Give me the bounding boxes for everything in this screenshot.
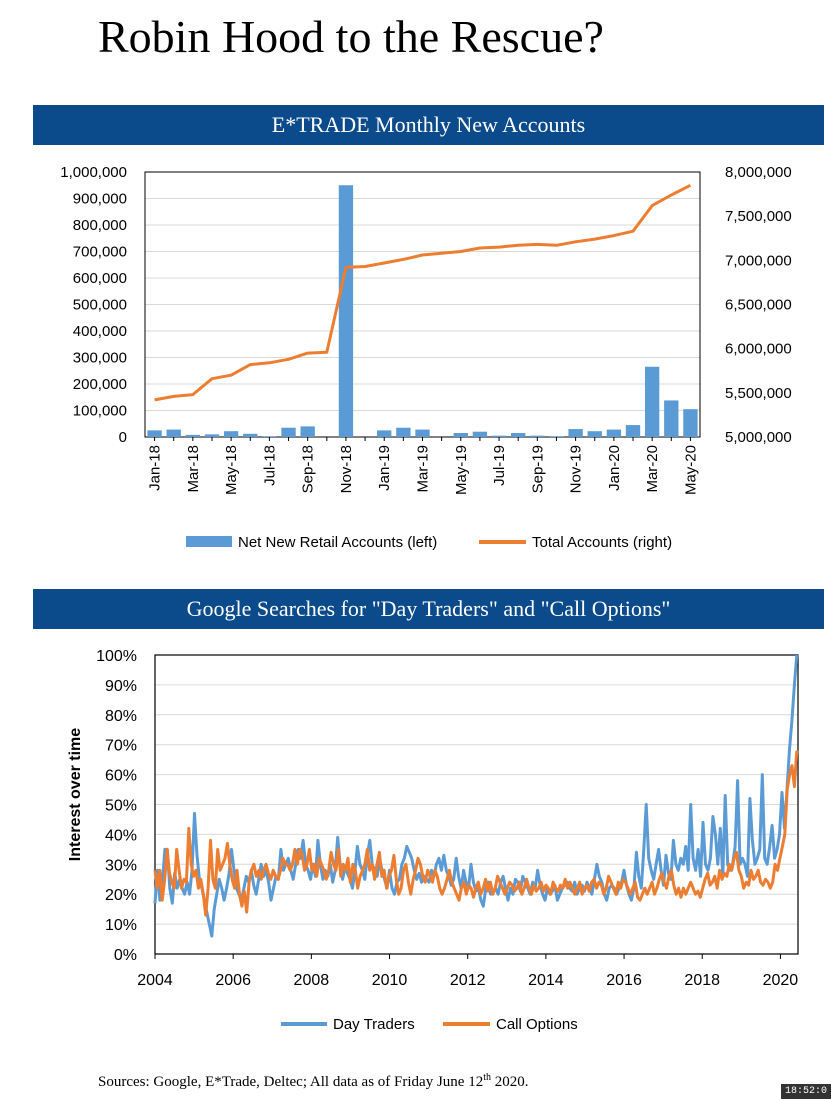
bar-net-new-accounts bbox=[644, 366, 660, 437]
y-axis-tick-label: 60% bbox=[105, 768, 137, 785]
line-total-accounts bbox=[154, 183, 692, 402]
x-axis-tick-label: Mar-20 bbox=[644, 445, 661, 493]
bar-net-new-accounts bbox=[415, 429, 430, 437]
legend-swatch-net-new bbox=[186, 536, 232, 547]
y-axis-tick-label: 40% bbox=[105, 827, 137, 844]
left-axis-tick-label: 700,000 bbox=[73, 244, 127, 261]
bar-net-new-accounts bbox=[147, 430, 162, 437]
x-axis-tick-label: 2018 bbox=[684, 972, 720, 989]
bar-net-new-accounts bbox=[568, 429, 583, 437]
bar-net-new-accounts bbox=[185, 434, 201, 437]
x-axis-tick-label: Nov-19 bbox=[568, 445, 585, 493]
bar-net-new-accounts bbox=[587, 431, 602, 437]
y-axis-tick-label: 50% bbox=[105, 798, 137, 815]
x-axis-tick-label: 2006 bbox=[215, 972, 251, 989]
y-axis-tick-label: 100% bbox=[96, 648, 137, 665]
y-axis-tick-label: 70% bbox=[105, 738, 137, 755]
bar-net-new-accounts bbox=[262, 436, 277, 437]
etrade-accounts-chart: 0 100,000 200,000 300,000 400,000 500,000 600,… bbox=[60, 164, 792, 551]
x-axis-tick-label: 2020 bbox=[763, 972, 799, 989]
left-axis-tick-label: 400,000 bbox=[73, 323, 127, 340]
bar-net-new-accounts bbox=[683, 409, 698, 437]
left-axis-tick-label: 1,000,000 bbox=[60, 164, 127, 181]
bar-net-new-accounts bbox=[606, 429, 622, 437]
left-axis-tick-label: 800,000 bbox=[73, 217, 127, 234]
bar-net-new-accounts bbox=[472, 431, 488, 437]
right-axis-tick-label: 7,000,000 bbox=[725, 252, 792, 269]
bar-net-new-accounts bbox=[243, 433, 258, 437]
left-axis-tick-label: 900,000 bbox=[73, 191, 127, 208]
x-axis-tick-label: Jan-19 bbox=[376, 445, 393, 491]
y-axis-tick-label: 10% bbox=[105, 917, 137, 934]
right-axis-tick-label: 7,500,000 bbox=[725, 208, 792, 225]
etrade-chart-banner: E*TRADE Monthly New Accounts bbox=[33, 105, 824, 145]
bar-net-new-accounts bbox=[396, 427, 411, 437]
google-searches-chart: 0% 10% 20% 30% 40% 50% 60% 70% 80% 90% 100% 2004 200… bbox=[67, 648, 799, 1033]
y-axis-tick-label: 20% bbox=[105, 887, 137, 904]
bar-net-new-accounts bbox=[664, 400, 679, 437]
legend-label-net-new: Net New Retail Accounts (left) bbox=[238, 534, 437, 551]
x-axis-tick-label: Nov-18 bbox=[338, 445, 355, 493]
x-axis-tick-label: Sep-18 bbox=[300, 445, 317, 493]
bar-net-new-accounts bbox=[204, 434, 220, 437]
x-axis-tick-label: 2016 bbox=[606, 972, 642, 989]
x-axis-tick-label: Jan-20 bbox=[606, 445, 623, 491]
bar-net-new-accounts bbox=[530, 435, 545, 437]
x-axis-tick-label: Mar-18 bbox=[185, 445, 202, 493]
bar-net-new-accounts bbox=[166, 429, 181, 437]
x-axis-tick-label: Jul-18 bbox=[261, 445, 278, 486]
x-axis-tick-label: Sep-19 bbox=[529, 445, 546, 493]
bar-net-new-accounts bbox=[511, 433, 526, 437]
bar-net-new-accounts bbox=[453, 433, 468, 437]
left-axis-tick-label: 300,000 bbox=[73, 350, 127, 367]
bar-net-new-accounts bbox=[338, 185, 354, 437]
left-axis-tick-label: 200,000 bbox=[73, 376, 127, 393]
x-axis-tick-label: Jan-18 bbox=[147, 445, 164, 491]
sources-suffix: 2020. bbox=[490, 1074, 529, 1090]
right-axis-tick-label: 6,500,000 bbox=[725, 297, 792, 314]
y-axis-tick-label: 90% bbox=[105, 678, 137, 695]
sources-note: Sources: Google, E*Trade, Deltec; All da… bbox=[98, 1072, 528, 1091]
bar-net-new-accounts bbox=[223, 431, 239, 437]
y-axis-label: Interest over time bbox=[67, 728, 84, 861]
plot-area-border bbox=[154, 654, 799, 955]
bar-net-new-accounts bbox=[491, 435, 507, 437]
clock-badge: 18:52:0 bbox=[780, 1084, 831, 1099]
right-axis-tick-label: 5,500,000 bbox=[725, 385, 792, 402]
legend-label-total: Total Accounts (right) bbox=[532, 534, 672, 551]
right-axis-tick-label: 8,000,000 bbox=[725, 164, 792, 181]
x-axis-tick-label: 2012 bbox=[450, 972, 486, 989]
google-chart-banner: Google Searches for "Day Traders" and "C… bbox=[33, 589, 824, 629]
sources-text: Sources: Google, E*Trade, Deltec; All da… bbox=[98, 1074, 484, 1090]
x-axis-tick-label: 2010 bbox=[372, 972, 408, 989]
x-axis-tick-label: May-18 bbox=[223, 445, 240, 495]
bar-net-new-accounts bbox=[377, 430, 392, 437]
bar-net-new-accounts bbox=[625, 425, 641, 437]
x-axis-tick-label: 2014 bbox=[528, 972, 564, 989]
page-title: Robin Hood to the Rescue? bbox=[98, 11, 604, 62]
right-axis-tick-label: 6,000,000 bbox=[725, 341, 792, 358]
y-axis-tick-label: 80% bbox=[105, 708, 137, 725]
y-axis-tick-label: 30% bbox=[105, 857, 137, 874]
bar-net-new-accounts bbox=[549, 436, 564, 437]
x-axis-tick-label: Mar-19 bbox=[415, 445, 432, 493]
y-axis-tick-label: 0% bbox=[114, 947, 137, 964]
x-axis-tick-label: 2004 bbox=[137, 972, 173, 989]
x-axis-tick-label: Jul-19 bbox=[491, 445, 508, 486]
legend-label-day-traders: Day Traders bbox=[333, 1016, 415, 1033]
x-axis-tick-label: 2008 bbox=[294, 972, 330, 989]
left-axis-tick-label: 0 bbox=[119, 429, 127, 446]
right-axis-tick-label: 5,000,000 bbox=[725, 429, 792, 446]
x-axis-tick-label: May-19 bbox=[453, 445, 470, 495]
legend-label-call-options: Call Options bbox=[496, 1016, 578, 1033]
x-axis-tick-label: May-20 bbox=[682, 445, 699, 495]
bar-net-new-accounts bbox=[281, 427, 296, 437]
left-axis-tick-label: 600,000 bbox=[73, 270, 127, 287]
line-call-options bbox=[153, 750, 799, 917]
bar-net-new-accounts bbox=[300, 426, 315, 437]
left-axis-tick-label: 100,000 bbox=[73, 403, 127, 420]
sources-superscript: th bbox=[483, 1072, 491, 1083]
left-axis-tick-label: 500,000 bbox=[73, 297, 127, 314]
